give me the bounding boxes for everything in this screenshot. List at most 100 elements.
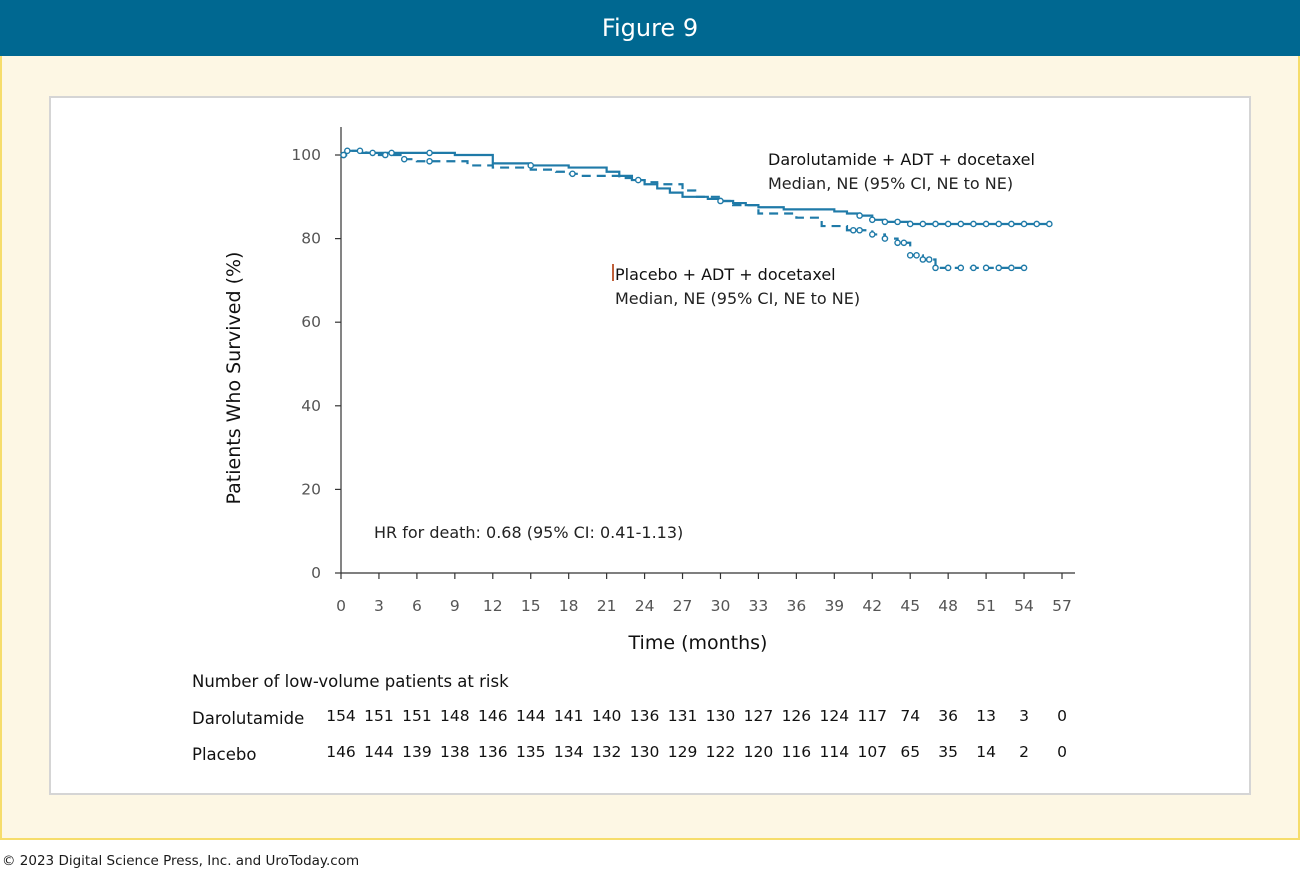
risk-value-darolutamide: 146 — [478, 707, 508, 725]
axes — [340, 127, 1075, 574]
placebo-censor-mark — [569, 170, 576, 178]
darolutamide-censor-mark — [527, 162, 535, 169]
risk-value-placebo: 0 — [1057, 743, 1067, 761]
placebo-censor-mark — [1020, 264, 1028, 272]
risk-value-darolutamide: 154 — [326, 707, 356, 725]
risk-value-darolutamide: 126 — [782, 707, 812, 725]
risk-value-placebo: 122 — [706, 743, 736, 761]
risk-value-placebo: 129 — [668, 743, 698, 761]
placebo-censor-mark — [400, 155, 408, 163]
x-tick-label: 54 — [1014, 597, 1034, 615]
darolutamide-censor-mark — [944, 220, 952, 228]
risk-value-placebo: 144 — [364, 743, 394, 761]
y-ticks: 0 20 40 60 80 100 — [291, 146, 341, 582]
darolutamide-censor-mark — [856, 212, 863, 219]
placebo-censor-mark — [369, 149, 376, 157]
darolutamide-censor-mark — [881, 218, 889, 226]
placebo-censor-mark — [1008, 264, 1015, 272]
x-tick-label: 57 — [1052, 597, 1072, 615]
risk-value-darolutamide: 13 — [976, 707, 996, 725]
legend-darolutamide-median: Median, NE (95% CI, NE to NE) — [768, 174, 1013, 193]
risk-value-placebo: 138 — [440, 743, 470, 761]
placebo-censor-mark — [957, 264, 965, 272]
darolutamide-censor-mark — [426, 149, 433, 157]
placebo-censor-mark — [717, 197, 724, 205]
placebo-censor-mark — [881, 235, 889, 242]
y-tick-label: 0 — [311, 564, 321, 582]
darolutamide-censor-mark — [932, 220, 939, 228]
placebo-censor-mark — [381, 151, 389, 159]
placebo-censor-mark — [995, 264, 1003, 272]
darolutamide-censor-mark — [388, 149, 395, 157]
risk-value-placebo: 114 — [820, 743, 850, 761]
placebo-censor-mark — [900, 239, 908, 247]
risk-value-darolutamide: 151 — [402, 707, 432, 725]
y-tick-label: 40 — [301, 397, 321, 415]
placebo-censor-mark — [906, 252, 914, 259]
risk-row-label-placebo: Placebo — [192, 745, 256, 764]
darolutamide-censor-mark — [1008, 220, 1015, 228]
risk-value-placebo: 65 — [900, 743, 920, 761]
copyright-notice: © 2023 Digital Science Press, Inc. and U… — [2, 853, 360, 869]
x-tick-label: 21 — [597, 597, 617, 615]
risk-value-placebo: 35 — [938, 743, 958, 761]
risk-value-darolutamide: 140 — [592, 707, 622, 725]
placebo-censor-mark — [919, 256, 927, 263]
risk-value-darolutamide: 151 — [364, 707, 394, 725]
placebo-censor-mark — [356, 147, 364, 155]
x-tick-label: 45 — [900, 597, 920, 615]
darolutamide-censor-mark — [1046, 220, 1053, 228]
censor-marks — [340, 147, 1053, 272]
risk-value-placebo: 130 — [630, 743, 660, 761]
risk-value-darolutamide: 131 — [668, 707, 698, 725]
darolutamide-censor-mark — [982, 220, 990, 228]
x-tick-label: 24 — [635, 597, 655, 615]
risk-values: 154 151 151 148 146 144 141 140 136 131 130 127 126 1… — [326, 707, 1067, 761]
x-tick-label: 42 — [862, 597, 882, 615]
risk-value-darolutamide: 144 — [516, 707, 546, 725]
placebo-censor-mark — [982, 264, 990, 272]
x-tick-label: 33 — [749, 597, 769, 615]
chart-panel — [49, 96, 1251, 795]
darolutamide-censor-mark — [1033, 220, 1041, 228]
legend-placebo-median: Median, NE (95% CI, NE to NE) — [615, 289, 860, 308]
darolutamide-censor-mark — [970, 220, 977, 228]
placebo-censor-mark — [849, 226, 857, 234]
risk-value-placebo: 120 — [744, 743, 774, 761]
risk-value-darolutamide: 36 — [938, 707, 958, 725]
x-tick-label: 36 — [787, 597, 807, 615]
placebo-censor-mark — [970, 264, 977, 272]
figure-header: Figure 9 — [0, 0, 1300, 56]
legend-placebo-name: Placebo + ADT + docetaxel — [615, 265, 836, 284]
x-tick-label: 48 — [938, 597, 958, 615]
darolutamide-censor-mark — [957, 220, 965, 228]
y-tick-label: 80 — [301, 230, 321, 248]
x-tick-label: 51 — [976, 597, 996, 615]
risk-value-darolutamide: 148 — [440, 707, 470, 725]
darolutamide-censor-mark — [919, 220, 927, 228]
risk-value-placebo: 2 — [1019, 743, 1029, 761]
risk-value-darolutamide: 0 — [1057, 707, 1067, 725]
placebo-censor-mark — [856, 226, 863, 234]
darolutamide-censor-mark — [906, 220, 914, 228]
risk-value-darolutamide: 74 — [900, 707, 920, 725]
risk-value-placebo: 146 — [326, 743, 356, 761]
placebo-censor-mark — [913, 252, 920, 259]
x-tick-label: 12 — [483, 597, 503, 615]
risk-value-darolutamide: 117 — [857, 707, 887, 725]
placebo-censor-mark — [868, 231, 876, 238]
risk-value-placebo: 14 — [976, 743, 996, 761]
placebo-censor-mark — [932, 264, 939, 272]
x-axis-title: Time (months) — [628, 632, 768, 654]
placebo-censor-mark — [340, 151, 347, 159]
risk-value-darolutamide: 141 — [554, 707, 584, 725]
risk-value-darolutamide: 3 — [1019, 707, 1029, 725]
darolutamide-censor-mark — [344, 147, 351, 155]
legend-darolutamide-name: Darolutamide + ADT + docetaxel — [768, 150, 1035, 169]
risk-value-darolutamide: 136 — [630, 707, 660, 725]
placebo-censor-mark — [944, 264, 952, 272]
darolutamide-censor-mark — [1020, 220, 1028, 228]
x-tick-label: 3 — [374, 597, 384, 615]
x-ticks: 0 3 6 9 12 15 18 21 24 27 30 33 36 39 42 45 48 51 54 57 — [336, 573, 1072, 615]
x-tick-label: 18 — [559, 597, 579, 615]
